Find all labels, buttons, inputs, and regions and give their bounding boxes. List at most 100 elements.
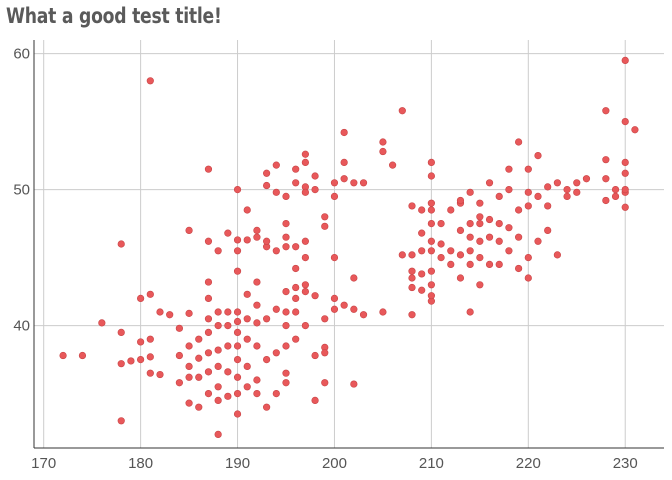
data-point — [427, 220, 435, 228]
y-tick-label: 40 — [13, 318, 30, 335]
data-point — [117, 240, 125, 248]
data-point — [330, 294, 339, 303]
data-point — [292, 294, 300, 303]
data-point — [272, 349, 280, 357]
x-tick-label: 190 — [225, 455, 250, 472]
data-point — [233, 328, 242, 337]
data-point — [146, 353, 154, 361]
data-point — [253, 390, 261, 398]
y-tick-label: 50 — [13, 182, 30, 199]
data-point — [524, 254, 532, 262]
data-point — [253, 301, 261, 309]
data-point — [233, 342, 242, 350]
data-point — [301, 322, 309, 330]
data-point — [117, 328, 125, 337]
data-point — [631, 126, 639, 134]
data-point — [233, 317, 242, 326]
data-point — [321, 379, 329, 387]
data-point — [195, 354, 203, 362]
data-point — [330, 305, 339, 313]
data-point — [408, 274, 416, 282]
data-point — [350, 274, 358, 282]
data-point — [534, 152, 542, 160]
data-point — [263, 181, 271, 190]
data-point — [476, 237, 484, 245]
data-point — [437, 240, 445, 248]
data-point — [476, 281, 484, 289]
data-point — [282, 379, 290, 387]
data-point — [233, 356, 242, 364]
data-point — [146, 77, 154, 85]
data-point — [185, 362, 193, 371]
data-point — [311, 351, 319, 360]
data-point — [137, 294, 145, 303]
data-point — [321, 213, 329, 221]
data-point — [98, 319, 106, 327]
data-point — [272, 305, 280, 313]
data-point — [185, 309, 193, 317]
data-point — [195, 403, 203, 411]
data-point — [427, 199, 435, 207]
data-point — [233, 390, 242, 398]
data-point — [243, 236, 251, 244]
data-point — [534, 192, 542, 200]
x-tick-label: 180 — [128, 455, 153, 472]
data-point — [253, 342, 261, 350]
data-point — [233, 410, 242, 418]
data-point — [301, 281, 309, 289]
data-point — [621, 158, 629, 166]
data-point — [243, 315, 251, 323]
data-point — [495, 260, 503, 269]
data-point — [456, 274, 465, 282]
data-point — [204, 349, 213, 357]
data-point — [204, 237, 213, 245]
data-point — [282, 220, 290, 228]
data-point — [330, 179, 339, 187]
data-point — [117, 360, 125, 368]
data-point — [437, 254, 445, 262]
data-point — [78, 351, 87, 360]
y-tick-label: 60 — [13, 46, 30, 63]
data-point — [544, 183, 552, 191]
data-point — [224, 322, 232, 330]
data-point — [301, 150, 309, 158]
data-point — [301, 158, 309, 166]
data-point — [515, 264, 523, 273]
x-tick-label: 220 — [516, 455, 541, 472]
data-point — [515, 138, 523, 146]
data-point — [214, 322, 222, 330]
data-point — [418, 206, 426, 214]
data-point — [476, 199, 484, 207]
data-point — [185, 342, 193, 350]
data-point — [253, 226, 261, 234]
data-point — [263, 169, 271, 177]
data-point — [466, 188, 474, 196]
data-point — [204, 294, 213, 303]
data-point — [224, 229, 232, 237]
data-point — [476, 254, 484, 262]
data-point — [427, 158, 435, 166]
data-point — [321, 349, 329, 357]
data-point — [175, 379, 183, 387]
data-point — [243, 335, 251, 343]
data-point — [301, 188, 309, 196]
data-point — [282, 243, 290, 251]
tick-labels: 170 180 190 200 210 220 230 40 50 60 — [13, 46, 637, 472]
data-point — [418, 286, 426, 294]
data-point — [485, 179, 494, 187]
data-point — [427, 267, 435, 275]
data-point — [456, 226, 465, 234]
data-point — [524, 274, 532, 282]
data-point — [253, 376, 261, 384]
data-point — [282, 322, 290, 330]
data-point — [233, 236, 242, 244]
data-point — [418, 229, 426, 237]
data-point — [621, 169, 629, 177]
data-point — [224, 368, 232, 376]
data-point — [476, 213, 484, 221]
data-point — [301, 288, 309, 296]
data-point — [282, 308, 290, 316]
data-point — [408, 267, 416, 275]
data-point — [515, 206, 523, 214]
data-point — [253, 278, 261, 286]
